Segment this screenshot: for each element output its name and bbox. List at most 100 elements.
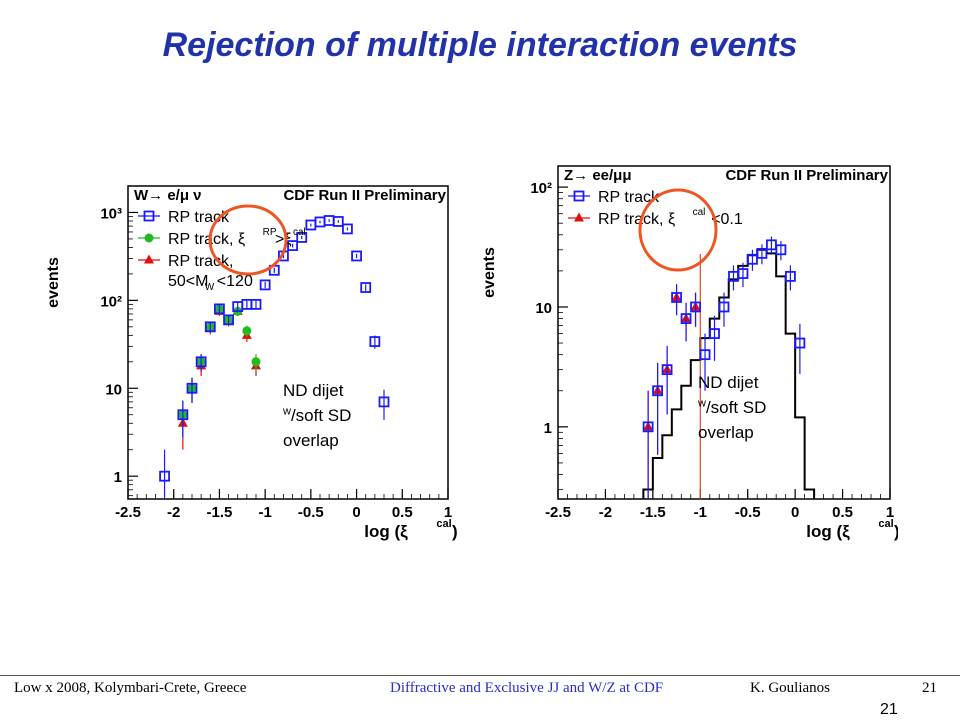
data-point-open-square bbox=[296, 232, 308, 243]
legend-label: RP track, bbox=[168, 253, 234, 270]
data-point-open-square bbox=[360, 282, 372, 293]
data-point-open-square bbox=[747, 253, 758, 265]
data-point-open-square bbox=[159, 470, 170, 482]
x-tick-label: -0.5 bbox=[735, 504, 761, 521]
y-tick-label: 10² bbox=[530, 180, 552, 197]
y-tick-label: 10² bbox=[100, 293, 122, 310]
data-point-open-square bbox=[671, 292, 682, 303]
x-axis-label-close: ) bbox=[452, 522, 458, 541]
legend-label: RP track, ξ bbox=[168, 231, 245, 248]
annotation-right-sup: w bbox=[698, 397, 706, 410]
legend-label: RP track, ξ bbox=[598, 211, 675, 228]
plot-frame bbox=[557, 165, 891, 500]
annotation-right-line2-text: /soft SD bbox=[705, 398, 767, 417]
legend-mass-range-end: <120 bbox=[217, 273, 253, 290]
data-point-open-square bbox=[794, 337, 806, 349]
data-point-open-square bbox=[250, 298, 262, 310]
data-point-open-square bbox=[709, 328, 720, 339]
data-point-open-square bbox=[680, 313, 692, 324]
annotation-left: ND dijet w/soft SD overlap bbox=[283, 378, 351, 453]
highlight-circle bbox=[638, 188, 718, 272]
y-tick-label: 10 bbox=[535, 300, 552, 317]
data-point-open-square bbox=[332, 216, 344, 227]
x-axis-label-sup: cal bbox=[436, 518, 451, 530]
chart-title: CDF Run II Preliminary bbox=[283, 187, 446, 204]
highlight-circle bbox=[208, 204, 288, 276]
x-tick-label: 0.5 bbox=[832, 504, 853, 521]
slide-title: Rejection of multiple interaction events bbox=[162, 26, 798, 64]
data-point-open-square bbox=[369, 336, 381, 347]
chart-panel-z: Z→ ee/μμ CDF Run II Preliminary -2.5 -2 -1.5… bbox=[478, 158, 898, 548]
footer-author: K. Goulianos bbox=[750, 680, 830, 696]
data-point-open-square bbox=[652, 385, 664, 397]
x-tick-label: 1 bbox=[444, 504, 452, 521]
process-label: Z→ ee/μμ bbox=[564, 167, 632, 184]
data-point-open-square bbox=[351, 250, 362, 262]
footer-slide-number: 21 bbox=[922, 680, 937, 696]
legend-label: RP track bbox=[598, 189, 660, 206]
data-point-circle bbox=[251, 357, 261, 367]
annotation-right-line3: overlap bbox=[698, 423, 754, 442]
legend-mass-sub: W bbox=[205, 282, 215, 293]
legend-sup2: cal bbox=[293, 227, 306, 238]
x-axis-label: log (ξ bbox=[364, 522, 408, 541]
annotation-left-sup: w bbox=[283, 405, 291, 418]
data-point-open-square bbox=[287, 240, 298, 251]
plot-frame bbox=[127, 185, 449, 500]
y-tick-label: 10³ bbox=[100, 205, 122, 222]
annotation-left-line1: ND dijet bbox=[283, 381, 344, 400]
x-axis-label-close: ) bbox=[894, 522, 898, 541]
annotation-left-line3: overlap bbox=[283, 431, 339, 450]
y-axis-label: events bbox=[481, 247, 498, 298]
x-tick-label: -1 bbox=[694, 504, 707, 521]
x-tick-label: 0.5 bbox=[392, 504, 413, 521]
data-point-open-square bbox=[756, 247, 768, 259]
x-tick-label: -1.5 bbox=[206, 504, 232, 521]
x-tick-label: -2 bbox=[167, 504, 180, 521]
data-point-open-square bbox=[342, 223, 353, 235]
annotation-right: ND dijet w/soft SD overlap bbox=[698, 370, 766, 445]
legend-mass-range: 50<M bbox=[168, 273, 208, 290]
legend-mid: >ξ bbox=[275, 231, 292, 248]
annotation-left-line2-text: /soft SD bbox=[290, 406, 352, 425]
chart-title: CDF Run II Preliminary bbox=[725, 167, 888, 184]
data-point-open-square bbox=[177, 409, 189, 421]
x-tick-label: -0.5 bbox=[298, 504, 324, 521]
x-tick-label: -2.5 bbox=[115, 504, 141, 521]
legend-sup: RP bbox=[263, 227, 277, 238]
footer-talk-title: Diffractive and Exclusive JJ and W/Z at … bbox=[390, 680, 664, 696]
data-point-open-square bbox=[690, 301, 701, 313]
legend-marker bbox=[574, 212, 584, 222]
data-point-open-square bbox=[378, 396, 390, 408]
legend-mid: <0.1 bbox=[711, 211, 743, 228]
process-label: W→ e/μ ν bbox=[134, 187, 202, 204]
data-point-open-square bbox=[214, 303, 225, 315]
data-point-open-square bbox=[259, 279, 271, 291]
footer-conference: Low x 2008, Kolymbari-Crete, Greece bbox=[14, 680, 247, 696]
x-tick-label: -2 bbox=[599, 504, 612, 521]
x-tick-label: 1 bbox=[886, 504, 894, 521]
annotation-left-line2: w/soft SD bbox=[283, 403, 351, 428]
legend-marker bbox=[143, 210, 155, 222]
x-axis-label: log (ξ bbox=[806, 522, 850, 541]
data-point-open-square bbox=[718, 301, 730, 313]
x-tick-label: -2.5 bbox=[545, 504, 571, 521]
chart-panel-w: W→ e/μ ν CDF Run II Preliminary -2.5 -2 -1.5… bbox=[40, 158, 458, 548]
data-point-circle bbox=[242, 326, 252, 336]
annotation-right-line1: ND dijet bbox=[698, 373, 759, 392]
data-point-open-square bbox=[186, 382, 198, 394]
data-point-open-square bbox=[195, 356, 207, 368]
annotation-right-line2: w/soft SD bbox=[698, 395, 766, 420]
data-point-open-square bbox=[642, 421, 654, 433]
chart-z: Z→ ee/μμ CDF Run II Preliminary -2.5 -2 -1.5… bbox=[481, 165, 898, 541]
x-tick-label: 0 bbox=[791, 504, 799, 521]
y-tick-label: 1 bbox=[544, 420, 552, 437]
x-tick-label: 0 bbox=[352, 504, 360, 521]
y-axis-label: events bbox=[45, 257, 62, 308]
footer-divider bbox=[0, 675, 960, 676]
x-axis-label-sup: cal bbox=[878, 518, 893, 530]
mc-step-histogram bbox=[642, 248, 816, 499]
data-point-open-square bbox=[204, 321, 216, 333]
data-point-open-square bbox=[784, 270, 796, 282]
y-tick-label: 1 bbox=[114, 469, 122, 486]
